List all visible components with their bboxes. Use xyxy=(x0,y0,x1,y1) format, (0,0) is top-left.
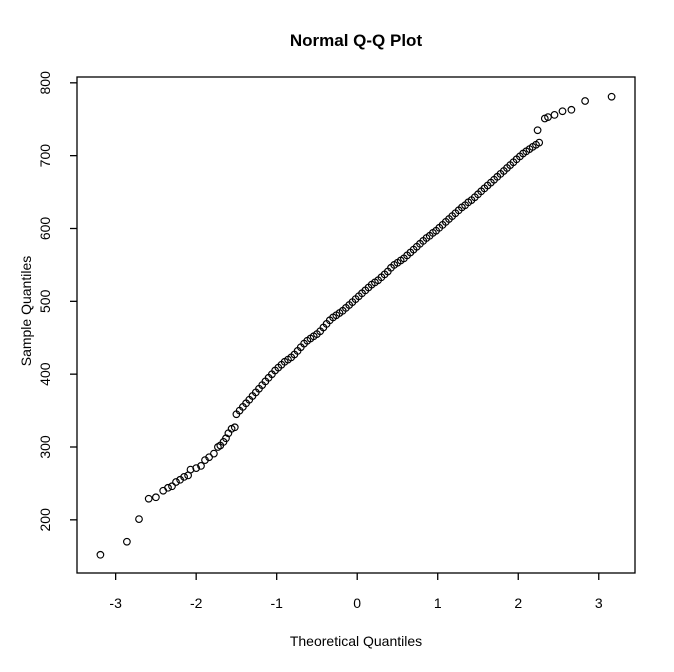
qq-point xyxy=(230,423,239,432)
qq-point xyxy=(197,462,205,470)
y-tick-label: 600 xyxy=(37,217,53,241)
y-tick-label: 300 xyxy=(37,435,53,459)
x-tick-label: 3 xyxy=(595,595,603,611)
y-tick-label: 800 xyxy=(37,71,53,95)
qq-point xyxy=(558,107,567,116)
qq-point xyxy=(144,494,153,503)
qq-point xyxy=(164,483,172,492)
qq-point xyxy=(535,138,544,147)
plot-box xyxy=(76,76,636,574)
qq-point xyxy=(186,465,195,474)
x-tick-label: -2 xyxy=(190,595,203,611)
qq-point xyxy=(567,105,576,114)
qq-point xyxy=(135,515,143,523)
x-tick-label: 0 xyxy=(353,595,361,611)
y-axis-label: Sample Quantiles xyxy=(18,255,34,367)
x-tick-label: 1 xyxy=(434,595,442,611)
y-tick-label: 200 xyxy=(37,508,53,532)
qq-point xyxy=(123,537,131,546)
qq-point xyxy=(172,478,180,486)
qq-point xyxy=(168,482,176,491)
x-tick-label: -3 xyxy=(109,595,122,611)
qq-point xyxy=(180,473,188,481)
qq-point xyxy=(544,113,552,121)
plot-title: Normal Q-Q Plot xyxy=(289,31,423,50)
qq-point xyxy=(550,111,559,119)
qq-point xyxy=(152,493,160,502)
qq-points xyxy=(96,92,616,559)
x-tick-label: -1 xyxy=(270,595,283,611)
x-tick-label: 2 xyxy=(514,595,522,611)
qq-point xyxy=(581,97,589,105)
qq-point xyxy=(533,126,542,135)
qq-point xyxy=(210,449,218,458)
qq-point xyxy=(607,92,616,101)
x-axis-label: Theoretical Quantiles xyxy=(289,633,423,649)
y-tick-label: 700 xyxy=(37,144,53,168)
qq-point xyxy=(192,464,201,472)
y-tick-label: 500 xyxy=(37,289,53,313)
qq-point xyxy=(205,453,213,462)
qq-point xyxy=(96,550,105,559)
y-tick-label: 400 xyxy=(37,362,53,386)
